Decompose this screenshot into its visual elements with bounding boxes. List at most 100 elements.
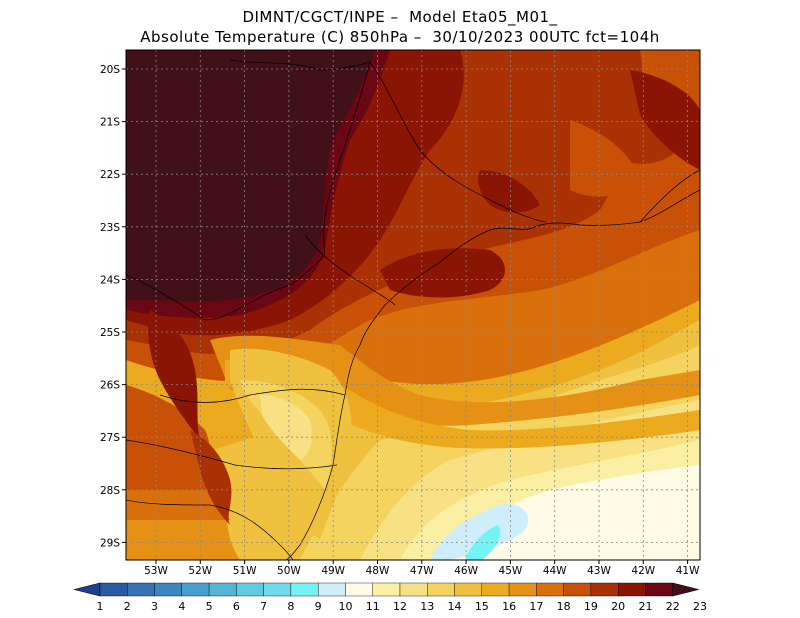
state-border-ms-sp <box>323 61 371 256</box>
colorbar-box <box>99 582 128 597</box>
colorbar-label: 10 <box>338 600 352 613</box>
colorbar-box <box>345 582 373 597</box>
state-border-mg-go <box>229 59 371 71</box>
lat-tick-label: 26S <box>100 380 120 392</box>
colorbar <box>73 582 699 597</box>
colorbar-label: 7 <box>260 600 267 613</box>
field-t23-core <box>126 50 375 302</box>
field-t13-rs <box>260 395 312 460</box>
lat-tick-label: 28S <box>100 485 120 497</box>
colorbar-box <box>536 582 564 597</box>
colorbar-label: 16 <box>502 600 516 613</box>
colorbar-box <box>236 582 264 597</box>
colorbar-box <box>590 582 619 597</box>
field-t19-sw <box>126 385 215 490</box>
state-border-ms-pr <box>126 254 326 321</box>
lat-lon-grid <box>126 50 700 560</box>
colorbar-box <box>563 582 592 597</box>
colorbar-label: 3 <box>151 600 158 613</box>
lon-tick-label: 41W <box>676 565 700 577</box>
colorbar-label: 9 <box>315 600 322 613</box>
state-border-rs-uy <box>126 499 294 560</box>
colorbar-right-arrow <box>672 582 699 597</box>
colorbar-box <box>154 582 183 597</box>
field-t20-east-pocket <box>545 60 690 164</box>
colorbar-box <box>481 582 510 597</box>
state-border-mg-rj <box>639 169 700 223</box>
lat-tick-label: 25S <box>100 327 120 339</box>
colorbar-label: 6 <box>233 600 240 613</box>
longitude-tick-labels: 53W 52W 51W 50W 49W 48W 47W 46W 45W 44W 43W 42W 41W <box>144 560 700 577</box>
colorbar-label: 14 <box>448 600 462 613</box>
field-t21-tongue <box>148 310 200 440</box>
colorbar-box <box>127 582 155 597</box>
colorbar-box <box>372 582 401 597</box>
state-border-sp-mg <box>369 61 546 223</box>
colorbar-label: 5 <box>206 600 213 613</box>
state-border-sc-rs <box>126 439 338 470</box>
lon-tick-label: 48W <box>366 565 390 577</box>
field-t20-tongue <box>190 430 232 525</box>
colorbar-box <box>454 582 483 597</box>
colorbar-box <box>508 582 537 597</box>
colorbar-box <box>208 582 237 597</box>
colorbar-box <box>290 582 319 597</box>
lon-tick-label: 51W <box>233 565 257 577</box>
colorbar-label: 21 <box>638 600 652 613</box>
colorbar-label: 11 <box>366 600 380 613</box>
colorbar-label: 4 <box>178 600 185 613</box>
field-t19-east-pocket <box>570 120 640 197</box>
colorbar-label: 1 <box>97 600 104 613</box>
lon-tick-label: 52W <box>188 565 212 577</box>
colorbar-box <box>263 582 292 597</box>
lat-tick-label: 20S <box>100 64 120 76</box>
colorbar-label: 8 <box>287 600 294 613</box>
lon-tick-label: 43W <box>587 565 611 577</box>
colorbar-box <box>645 582 673 597</box>
lat-tick-label: 29S <box>100 537 120 549</box>
field-t21-sp <box>380 248 505 298</box>
colorbar-label: 17 <box>529 600 543 613</box>
lat-tick-label: 21S <box>100 117 120 129</box>
lat-tick-label: 22S <box>100 169 120 181</box>
colorbar-label: 15 <box>475 600 489 613</box>
colorbar-label: 19 <box>584 600 598 613</box>
field-t21-east-pocket <box>630 70 700 170</box>
colorbar-label: 23 <box>693 600 707 613</box>
lon-tick-label: 47W <box>410 565 434 577</box>
colorbar-label: 13 <box>420 600 434 613</box>
state-border-pr-sc <box>159 388 346 403</box>
lon-tick-label: 46W <box>454 565 478 577</box>
colorbar-label: 2 <box>124 600 131 613</box>
field-t10-cold-patch <box>430 504 529 560</box>
lat-tick-label: 27S <box>100 432 120 444</box>
colorbar-label: 12 <box>393 600 407 613</box>
lon-tick-label: 45W <box>499 565 523 577</box>
colorbar-label: 18 <box>557 600 571 613</box>
latitude-tick-labels: 20S 21S 22S 23S 24S 25S 26S 27S 28S 29S <box>100 64 126 549</box>
temperature-field <box>126 50 700 560</box>
colorbar-label: 20 <box>611 600 625 613</box>
colorbar-box <box>317 582 346 597</box>
colorbar-box <box>399 582 428 597</box>
lon-tick-label: 42W <box>631 565 655 577</box>
lon-tick-label: 49W <box>321 565 345 577</box>
colorbar-box <box>617 582 646 597</box>
colorbar-box <box>427 582 455 597</box>
lon-tick-label: 44W <box>543 565 567 577</box>
coastline-and-borders <box>126 59 700 560</box>
chart-title-line1: DIMNT/CGCT/INPE – Model Eta05_M01_ <box>242 8 558 26</box>
lat-tick-label: 23S <box>100 222 120 234</box>
state-border-pr-sp <box>304 234 396 306</box>
chart-title-line2: Absolute Temperature (C) 850hPa – 30/10/… <box>140 28 660 46</box>
lat-tick-label: 24S <box>100 274 120 286</box>
field-t16-coast <box>225 360 700 449</box>
colorbar-label: 22 <box>666 600 680 613</box>
map-frame <box>125 49 701 561</box>
colorbar-box <box>181 582 210 597</box>
colorbar-labels: 1 2 3 4 5 6 7 8 9 10 11 12 13 14 15 16 17 18 19 20 21 22 23 <box>97 600 708 613</box>
lon-tick-label: 53W <box>144 565 168 577</box>
coastline <box>284 189 700 560</box>
colorbar-left-arrow <box>73 582 101 597</box>
